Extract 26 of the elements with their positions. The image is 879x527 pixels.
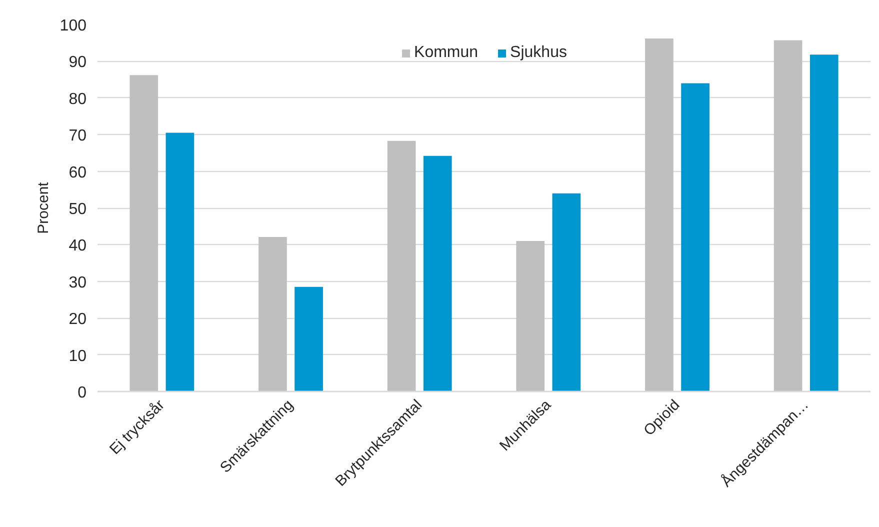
y-tick-label: 70 [68,128,87,145]
bar [810,54,838,392]
bar [166,132,194,392]
y-tick-label: 90 [68,54,87,72]
y-tick-label: 40 [68,238,87,255]
y-tick-label: 60 [68,164,87,182]
bar [516,241,545,392]
legend-label: Sjukhus [510,44,567,62]
bar [294,286,323,392]
y-axis-title: Procent [34,181,52,234]
y-tick-label: 50 [68,201,87,218]
bar [130,75,158,392]
bar [681,83,710,392]
y-tick-label: 30 [68,274,87,292]
y-tick-label: 100 [60,18,87,34]
y-tick-label: 0 [78,384,87,402]
bar [258,236,287,392]
bar [552,193,581,392]
y-tick-label: 10 [68,348,87,365]
bar [387,140,416,392]
legend-label: Kommun [414,44,478,62]
bar [423,156,452,392]
y-tick-label: 80 [68,90,87,108]
y-tick-label: 20 [68,311,87,328]
bar [645,38,674,392]
bar [774,40,802,392]
